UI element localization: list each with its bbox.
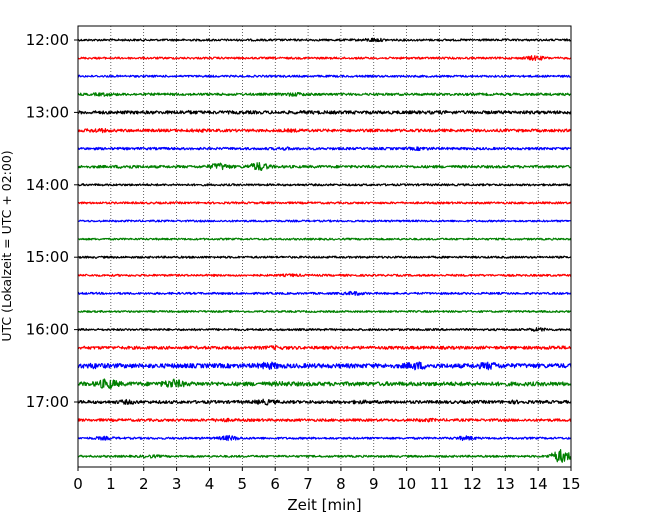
x-axis-ticks: 0 1 2 3 4 5 6 7 8 9 10 11 12 13 14 15 bbox=[73, 467, 581, 493]
trace-line bbox=[77, 74, 572, 78]
trace-line bbox=[77, 255, 572, 259]
x-tick-label: 10 bbox=[397, 475, 416, 493]
x-tick-label: 7 bbox=[303, 475, 313, 493]
trace-line bbox=[77, 109, 572, 115]
trace-line bbox=[77, 201, 572, 205]
y-tick-label: 12:00 bbox=[26, 31, 69, 49]
trace-line bbox=[77, 290, 572, 296]
x-axis-label: Zeit [min] bbox=[287, 496, 361, 514]
y-axis-label: UTC (Lokalzeit = UTC + 02:00) bbox=[0, 150, 14, 341]
trace-line bbox=[77, 183, 572, 187]
plot-frame bbox=[77, 25, 572, 468]
x-tick-label: 15 bbox=[561, 475, 580, 493]
trace-line bbox=[77, 449, 572, 463]
seismogram-traces bbox=[77, 37, 572, 463]
trace-line bbox=[77, 219, 572, 223]
x-tick-label: 4 bbox=[205, 475, 215, 493]
trace-line bbox=[77, 273, 572, 278]
trace-line bbox=[77, 237, 572, 241]
x-tick-label: 5 bbox=[238, 475, 248, 493]
y-tick-label: 15:00 bbox=[26, 248, 69, 266]
y-tick-label: 14:00 bbox=[26, 176, 69, 194]
y-tick-label: 17:00 bbox=[26, 393, 69, 411]
trace-line bbox=[77, 327, 572, 332]
x-tick-label: 3 bbox=[172, 475, 182, 493]
trace-line bbox=[77, 361, 572, 371]
trace-line bbox=[77, 146, 572, 152]
trace-line bbox=[77, 417, 572, 423]
x-tick-label: 14 bbox=[529, 475, 548, 493]
trace-line bbox=[77, 434, 572, 442]
trace-line bbox=[77, 91, 572, 97]
x-tick-label: 9 bbox=[369, 475, 379, 493]
trace-line bbox=[77, 37, 572, 43]
y-tick-label: 16:00 bbox=[26, 321, 69, 339]
y-axis-ticks: 12:00 13:00 14:00 15:00 16:00 17:00 bbox=[26, 31, 78, 411]
x-tick-label: 8 bbox=[336, 475, 346, 493]
x-tick-label: 12 bbox=[463, 475, 482, 493]
trace-line bbox=[77, 55, 572, 62]
x-tick-label: 1 bbox=[106, 475, 116, 493]
trace-line bbox=[77, 310, 572, 313]
trace-line bbox=[77, 161, 572, 172]
trace-line bbox=[77, 344, 572, 351]
x-tick-label: 2 bbox=[139, 475, 149, 493]
trace-line bbox=[77, 378, 572, 389]
x-tick-label: 6 bbox=[270, 475, 280, 493]
trace-line bbox=[77, 128, 572, 134]
x-tick-label: 13 bbox=[496, 475, 515, 493]
x-tick-label: 11 bbox=[430, 475, 449, 493]
y-tick-label: 13:00 bbox=[26, 103, 69, 121]
x-tick-label: 0 bbox=[73, 475, 83, 493]
trace-line bbox=[77, 398, 572, 406]
